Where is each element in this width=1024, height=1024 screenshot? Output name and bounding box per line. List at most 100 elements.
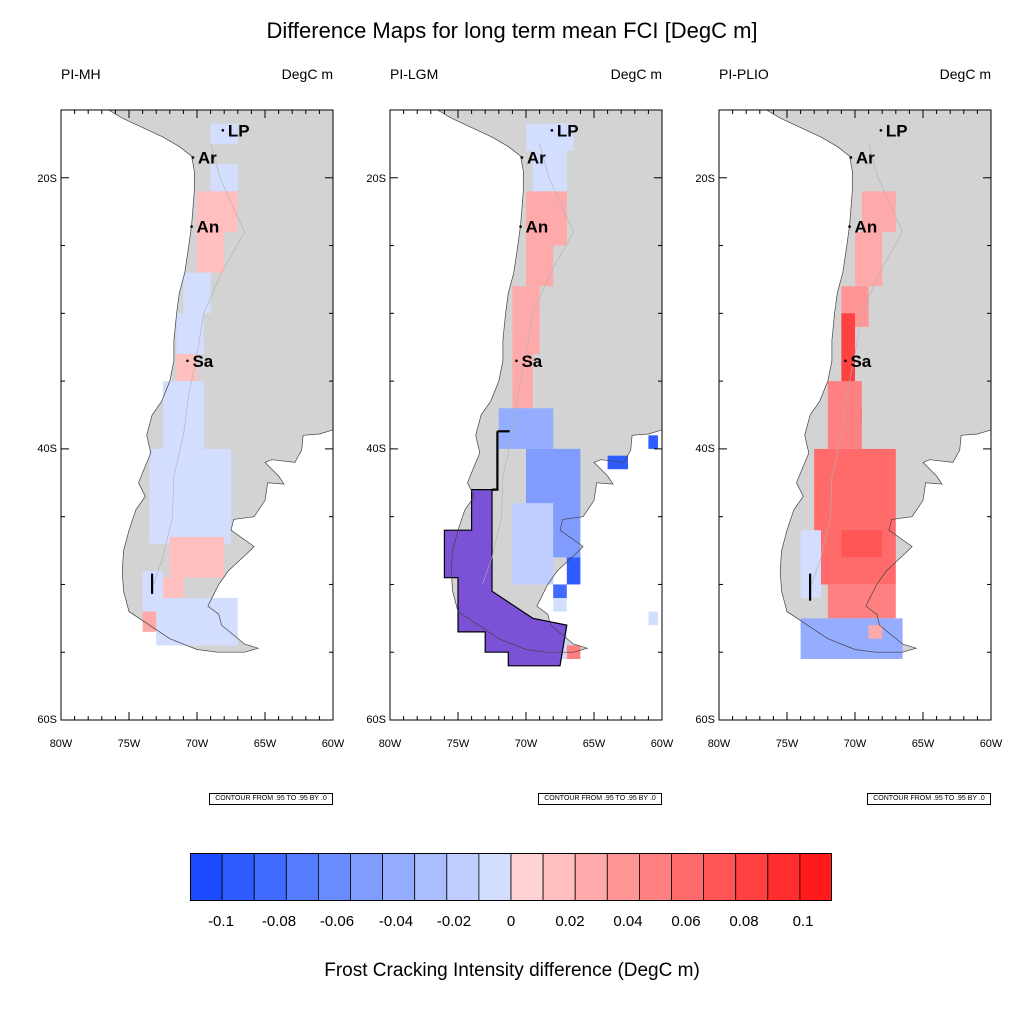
colorbar-tick: 0.1 — [792, 913, 814, 930]
city-label: Sa — [521, 352, 542, 371]
city-marker — [191, 156, 195, 159]
map-panel-pi-mh: LP Ar An Sa — [60, 109, 334, 721]
data-cell — [156, 598, 238, 646]
colorbar-swatch — [190, 853, 223, 901]
lon-label-65w: 65W — [582, 738, 606, 750]
data-cell — [800, 618, 903, 659]
units-label-pi-mh: DegC m — [281, 66, 333, 82]
city-label: LP — [228, 121, 250, 140]
city-label: Ar — [198, 148, 217, 167]
city-marker — [186, 359, 189, 363]
colorbar-tick: 0.04 — [613, 913, 643, 930]
colorbar-swatch — [478, 853, 512, 901]
data-cell — [176, 313, 204, 354]
city-marker — [849, 156, 853, 159]
data-cell — [526, 191, 567, 246]
lat-label-60s: 60S — [695, 714, 715, 726]
colorbar-frame — [190, 853, 832, 901]
city-marker — [550, 129, 554, 132]
city-marker — [515, 359, 518, 363]
city-marker — [848, 225, 851, 228]
data-cell — [149, 448, 231, 544]
lon-label-75w: 75W — [446, 738, 470, 750]
lat-label-40s: 40S — [366, 443, 386, 455]
map-content: LP Ar An Sa — [719, 110, 991, 659]
data-cell — [827, 381, 862, 449]
units-label-pi-plio: DegC m — [939, 66, 991, 82]
colorbar-swatch — [382, 853, 416, 901]
data-cell — [197, 191, 238, 232]
figure-title: Difference Maps for long term mean FCI [… — [266, 18, 758, 43]
map-svg: LP Ar An Sa — [718, 109, 992, 721]
data-cell — [553, 598, 567, 612]
lon-label-75w: 75W — [117, 738, 141, 750]
colorbar-swatch — [221, 853, 255, 901]
colorbar-label: Frost Cracking Intensity difference (Deg… — [324, 960, 700, 981]
panel-title-pi-mh: PI-MH — [61, 66, 101, 82]
data-cell — [183, 272, 211, 314]
lon-label-70w: 70W — [843, 738, 867, 750]
city-marker — [520, 156, 524, 159]
coastline — [390, 110, 662, 653]
lon-label-80w: 80W — [707, 738, 731, 750]
city-marker — [190, 225, 193, 228]
colorbar-tick: -0.08 — [261, 913, 297, 930]
data-cell — [197, 232, 225, 273]
country-border — [153, 143, 245, 585]
lon-label-65w: 65W — [911, 738, 935, 750]
lon-label-75w: 75W — [775, 738, 799, 750]
colorbar-tick: -0.1 — [208, 913, 234, 930]
city-label: LP — [886, 121, 908, 140]
data-cell — [648, 435, 658, 449]
colorbar-tick: -0.04 — [378, 913, 414, 930]
data-cell — [855, 232, 883, 287]
colorbar-swatch — [606, 853, 640, 901]
colorbar-swatch — [285, 853, 319, 901]
data-cell — [532, 150, 567, 192]
colorbar-swatch — [350, 853, 383, 901]
lon-label-80w: 80W — [49, 738, 73, 750]
data-cell — [210, 123, 238, 144]
colorbar-tick: 0.06 — [671, 913, 701, 930]
city-label: Sa — [192, 352, 213, 371]
colorbar — [190, 853, 832, 901]
lat-label-20s: 20S — [37, 173, 57, 185]
colorbar-swatch — [735, 853, 769, 901]
data-cell — [163, 381, 204, 449]
data-cell — [607, 455, 628, 470]
colorbar-swatch — [767, 853, 801, 901]
city-label: Ar — [527, 148, 546, 167]
city-marker — [844, 359, 847, 363]
lat-label-20s: 20S — [695, 173, 715, 185]
map-panel-pi-plio: LP Ar An Sa — [718, 109, 992, 721]
colorbar-tick: 0 — [506, 913, 516, 930]
city-marker — [519, 225, 522, 228]
lat-label-20s: 20S — [366, 173, 386, 185]
lat-label-40s: 40S — [695, 443, 715, 455]
city-label: Ar — [856, 148, 875, 167]
country-border — [482, 143, 574, 585]
data-cell — [512, 503, 554, 585]
colorbar-swatch — [799, 853, 832, 901]
lon-label-60w: 60W — [321, 738, 345, 750]
city-label: An — [855, 218, 878, 237]
data-cell — [827, 584, 896, 619]
lon-label-65w: 65W — [253, 738, 277, 750]
data-cell — [512, 354, 533, 409]
lat-label-40s: 40S — [37, 443, 57, 455]
colorbar-swatch — [414, 853, 448, 901]
map-content: LP Ar An Sa — [390, 110, 662, 667]
colorbar-tick: 0.08 — [729, 913, 759, 930]
lat-label-60s: 60S — [366, 714, 386, 726]
colorbar-swatch — [671, 853, 704, 901]
lon-label-70w: 70W — [185, 738, 209, 750]
colorbar-swatch — [574, 853, 608, 901]
data-cell — [176, 354, 197, 382]
colorbar-swatch — [542, 853, 576, 901]
lon-label-70w: 70W — [514, 738, 538, 750]
colorbar-tick: -0.06 — [319, 913, 355, 930]
data-cell — [800, 530, 821, 598]
data-cell — [868, 625, 883, 639]
colorbar-swatch — [703, 853, 737, 901]
panel-title-pi-lgm: PI-LGM — [390, 66, 439, 82]
